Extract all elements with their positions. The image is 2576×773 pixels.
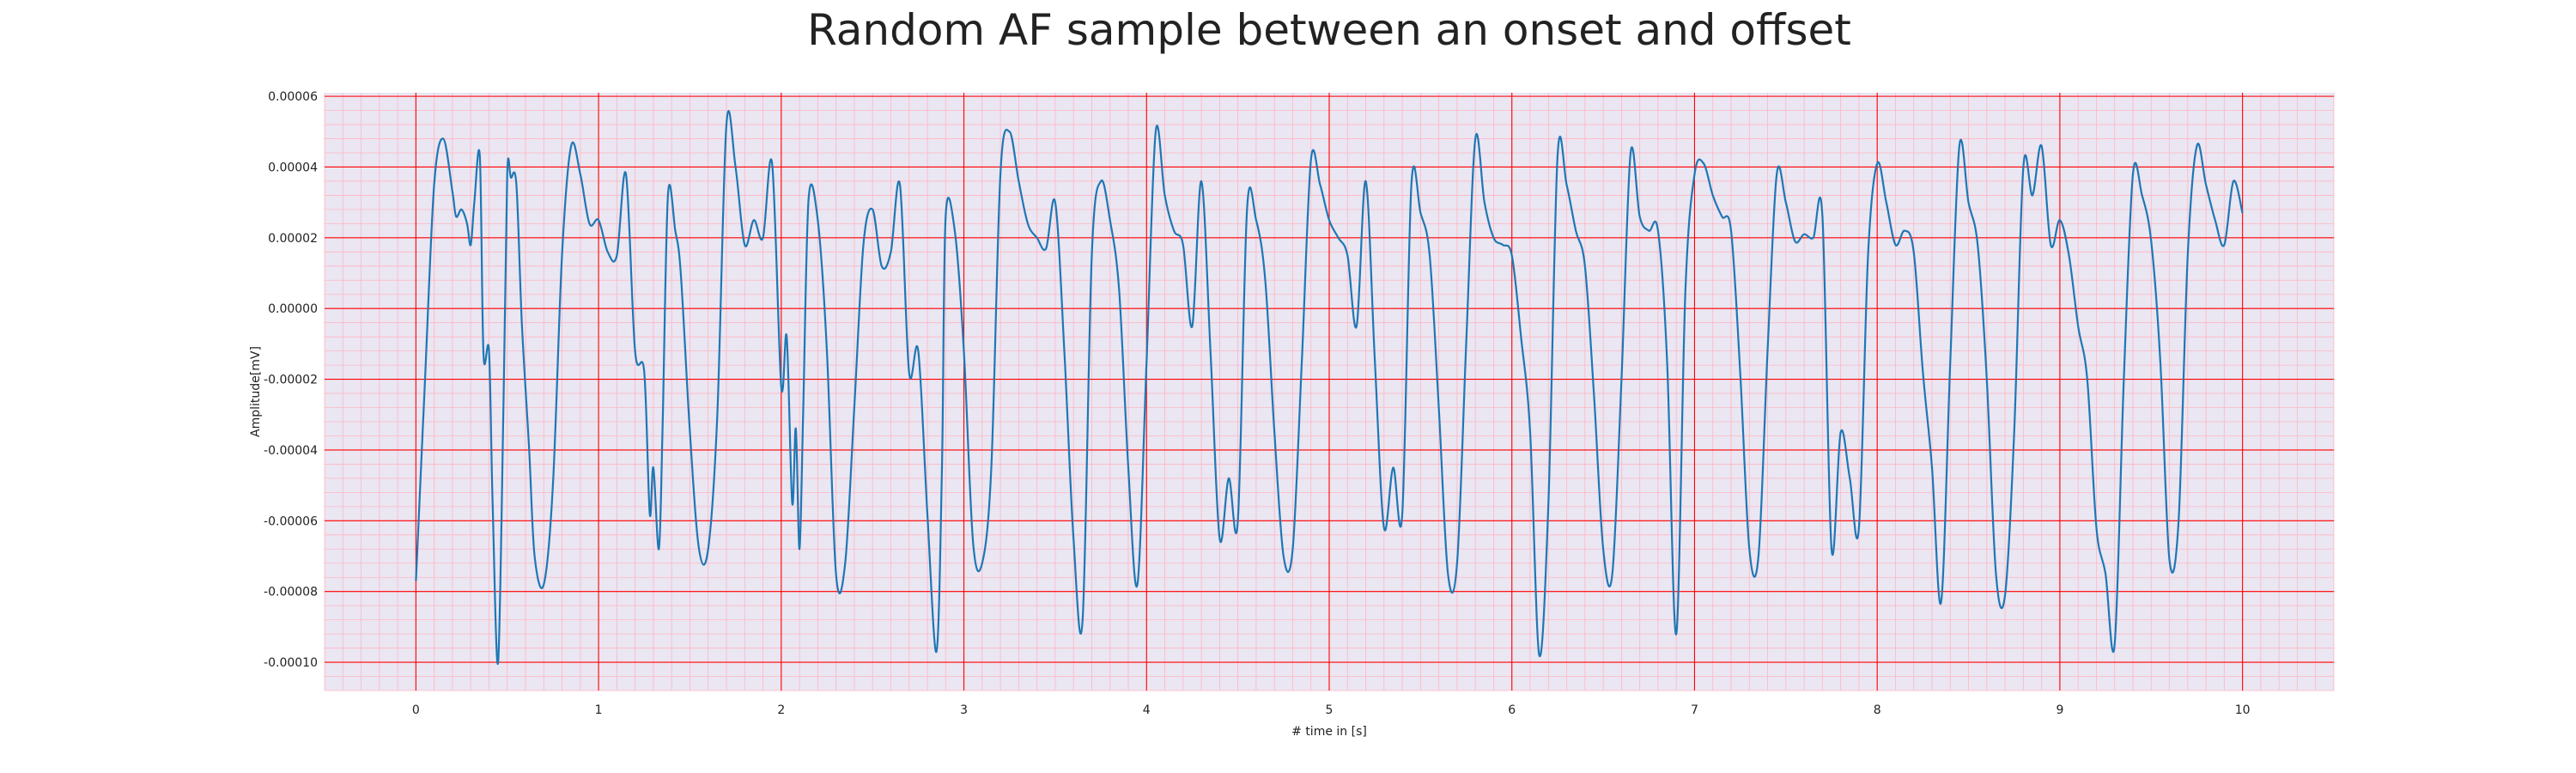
x-tick-label: 8 (1874, 703, 1881, 717)
y-tick-label: 0.00004 (268, 161, 318, 174)
y-tick-label: 0.00000 (268, 302, 318, 316)
y-tick-label: -0.00006 (264, 514, 318, 528)
y-axis-label: Amplitude[mV] (249, 346, 263, 437)
y-axis-ticks: -0.00010 -0.00008 -0.00006 -0.00004 -0.00002… (264, 90, 318, 670)
x-axis-ticks: 0 1 2 3 4 5 6 7 8 9 10 (412, 703, 2251, 717)
major-grid (325, 93, 2334, 691)
y-tick-label: -0.00008 (264, 586, 318, 600)
y-tick-label: 0.00002 (268, 232, 318, 246)
x-tick-label: 7 (1691, 703, 1698, 717)
x-tick-label: 1 (595, 703, 603, 717)
y-tick-label: -0.00004 (264, 444, 318, 458)
x-tick-label: 4 (1143, 703, 1151, 717)
y-tick-label: -0.00002 (264, 374, 318, 387)
y-tick-label: 0.00006 (268, 90, 318, 104)
x-tick-label: 2 (777, 703, 785, 717)
series-line (415, 110, 2244, 666)
x-tick-label: 3 (960, 703, 968, 717)
y-tick-label: -0.00010 (264, 656, 318, 670)
x-tick-label: 10 (2235, 703, 2251, 717)
x-tick-label: 5 (1326, 703, 1334, 717)
x-tick-label: 9 (2056, 703, 2063, 717)
chart-title: Random AF sample between an onset and of… (807, 5, 1851, 55)
x-tick-label: 0 (412, 703, 420, 717)
x-axis-label: # time in [s] (1291, 725, 1367, 739)
x-tick-label: 6 (1508, 703, 1516, 717)
